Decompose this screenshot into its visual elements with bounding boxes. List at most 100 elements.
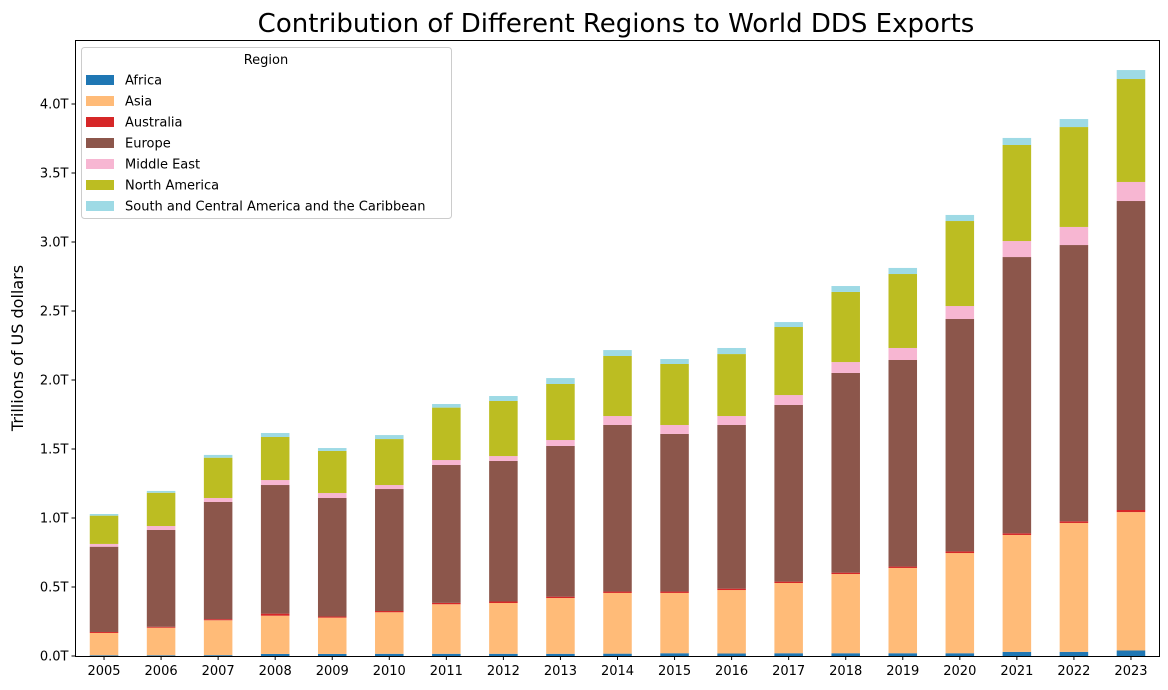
legend-label: Asia — [125, 95, 152, 110]
bar-segment-australia-2019 — [888, 566, 918, 568]
x-tick-label: 2006 — [145, 664, 178, 679]
bar-segment-south-and-central-america-and-the-caribbean-2008 — [260, 432, 290, 437]
x-tick-label: 2011 — [430, 664, 463, 679]
y-tick-label: 2.0T — [40, 374, 69, 389]
x-tick-label: 2007 — [202, 664, 235, 679]
y-axis: 0.0T 0.5T 1.0T 1.5T 2.0T 2.5T 3.0T 3.5T 4.0T — [40, 98, 76, 665]
bar-segment-middle-east-2019 — [888, 347, 918, 360]
bar-segment-africa-2013 — [546, 653, 575, 656]
y-axis-label: Trillions of US dollars — [8, 265, 27, 432]
bar-segment-europe-2014 — [603, 424, 632, 592]
bar-segment-europe-2005 — [89, 546, 119, 632]
bar-segment-africa-2016 — [717, 653, 746, 656]
x-tick-label: 2015 — [658, 664, 691, 679]
bar-segment-middle-east-2021 — [1002, 241, 1032, 258]
bar-segment-north-america-2014 — [603, 355, 632, 417]
bar-segment-asia-2018 — [831, 574, 860, 654]
bar-segment-europe-2007 — [203, 501, 233, 620]
legend-swatch-asia — [86, 96, 114, 106]
bar-segment-asia-2007 — [203, 620, 233, 656]
bar-segment-australia-2009 — [317, 616, 347, 618]
legend-swatch-europe — [86, 138, 114, 148]
bar-segment-europe-2022 — [1059, 245, 1089, 522]
y-tick-label: 3.5T — [40, 167, 69, 182]
y-tick-label: 1.5T — [40, 443, 69, 458]
bar-segment-australia-2014 — [603, 591, 632, 593]
bar-segment-africa-2023 — [1116, 650, 1146, 656]
y-tick-label: 2.5T — [40, 305, 69, 320]
bar-segment-africa-2020 — [945, 653, 975, 656]
bar-segment-australia-2017 — [774, 581, 803, 583]
y-tick-label: 3.0T — [40, 236, 69, 251]
bar-segment-middle-east-2023 — [1116, 181, 1146, 202]
bar-segment-north-america-2009 — [317, 450, 347, 494]
bar-segment-south-and-central-america-and-the-caribbean-2005 — [89, 513, 119, 516]
bar-segment-europe-2021 — [1002, 257, 1032, 534]
bar-segment-north-america-2021 — [1002, 144, 1032, 242]
bar-segment-asia-2005 — [89, 632, 119, 656]
bar-segment-middle-east-2014 — [603, 416, 632, 425]
bar-segment-middle-east-2022 — [1059, 226, 1089, 246]
bar-segment-africa-2018 — [831, 653, 860, 656]
x-tick-label: 2005 — [87, 664, 120, 679]
bar-segment-europe-2020 — [945, 319, 975, 552]
legend-swatch-north-america — [86, 180, 114, 190]
chart-title: Contribution of Different Regions to Wor… — [258, 9, 975, 39]
bar-segment-south-and-central-america-and-the-caribbean-2016 — [717, 347, 746, 355]
bar-segment-europe-2006 — [146, 530, 176, 627]
legend-box — [81, 47, 452, 219]
bar-segment-australia-2016 — [717, 588, 746, 591]
bar-segment-north-america-2023 — [1116, 79, 1146, 182]
x-tick-label: 2023 — [1114, 664, 1147, 679]
bar-segment-middle-east-2015 — [660, 424, 689, 434]
bar-segment-middle-east-2011 — [432, 460, 461, 466]
bar-segment-europe-2009 — [317, 497, 347, 617]
x-tick-label: 2014 — [601, 664, 634, 679]
bar-segment-middle-east-2009 — [317, 493, 347, 498]
bar-segment-north-america-2013 — [546, 384, 575, 441]
legend-label: Africa — [125, 74, 162, 89]
x-tick-label: 2021 — [1000, 664, 1033, 679]
plot-frame — [75, 40, 1160, 657]
bar-segment-australia-2021 — [1002, 533, 1032, 535]
bar-segment-middle-east-2007 — [203, 497, 233, 502]
bar-segment-asia-2021 — [1002, 534, 1032, 652]
bar-segment-africa-2011 — [432, 653, 461, 656]
bar-segment-north-america-2017 — [774, 327, 803, 396]
bar-segment-south-and-central-america-and-the-caribbean-2023 — [1116, 70, 1146, 80]
bar-segment-africa-2022 — [1059, 651, 1089, 656]
bar-segment-north-america-2006 — [146, 492, 176, 527]
bar-segment-europe-2013 — [546, 445, 575, 597]
bar-segment-europe-2023 — [1116, 201, 1146, 510]
bar-segment-africa-2005 — [89, 655, 119, 656]
bar-segment-south-and-central-america-and-the-caribbean-2007 — [203, 454, 233, 458]
bar-segment-middle-east-2006 — [146, 526, 176, 531]
bar-segment-north-america-2010 — [375, 439, 404, 486]
x-tick-label: 2019 — [886, 664, 919, 679]
bar-segment-middle-east-2013 — [546, 440, 575, 446]
legend: Region Africa Asia Australia Europe Middle E… — [81, 47, 452, 219]
bar-segment-north-america-2012 — [489, 400, 518, 457]
bar-segment-europe-2018 — [831, 372, 860, 573]
bar-segment-asia-2017 — [774, 582, 803, 654]
bar-segment-south-and-central-america-and-the-caribbean-2014 — [603, 350, 632, 356]
bar-segment-europe-2008 — [260, 485, 290, 614]
bar-segment-australia-2020 — [945, 551, 975, 554]
legend-swatch-middle-east — [86, 159, 114, 169]
bar-segment-north-america-2011 — [432, 407, 461, 461]
legend-label: Australia — [125, 116, 183, 131]
bar-segment-africa-2009 — [317, 653, 347, 656]
bar-segment-australia-2013 — [546, 596, 575, 599]
bar-segment-middle-east-2005 — [89, 543, 119, 547]
bar-segment-south-and-central-america-and-the-caribbean-2018 — [831, 286, 860, 292]
x-tick-label: 2012 — [487, 664, 520, 679]
bar-segment-south-and-central-america-and-the-caribbean-2010 — [375, 435, 404, 440]
bar-segment-africa-2017 — [774, 653, 803, 656]
x-tick-label: 2016 — [715, 664, 748, 679]
bar-segment-africa-2007 — [203, 655, 233, 656]
y-tick-label: 0.0T — [40, 650, 69, 665]
bar-segment-asia-2012 — [489, 603, 518, 654]
bar-segment-europe-2012 — [489, 461, 518, 602]
bar-segment-south-and-central-america-and-the-caribbean-2009 — [317, 448, 347, 451]
